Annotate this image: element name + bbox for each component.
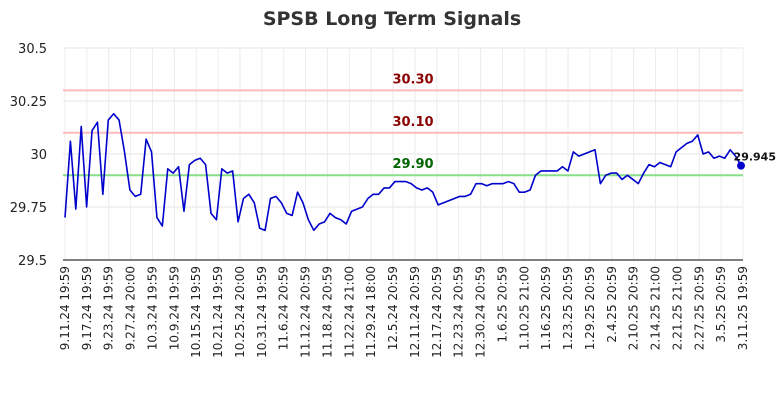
last-point-group: 29.945 [734, 151, 776, 170]
x-tick-label: 12.5.24 20:59 [386, 266, 400, 350]
x-tick-label: 3.11.25 19:59 [736, 266, 750, 350]
y-tick-label: 29.5 [18, 254, 47, 269]
y-tick-label: 30.25 [10, 95, 47, 110]
x-tick-label: 2.14.25 21:00 [649, 266, 663, 350]
x-tick-label: 9.17.24 19:59 [80, 266, 94, 350]
last-point-marker [737, 161, 745, 170]
reference-line-label: 30.30 [392, 72, 433, 87]
x-tick-label: 9.23.24 19:59 [102, 266, 116, 350]
x-tick-label: 11.18.24 20:59 [320, 266, 334, 358]
x-tick-label: 12.23.24 20:59 [452, 266, 466, 358]
x-tick-label: 11.29.24 18:00 [364, 266, 378, 358]
reference-line-label: 29.90 [392, 157, 433, 172]
x-tick-label: 1.16.25 20:59 [539, 266, 553, 350]
series-group [64, 112, 742, 232]
y-tick-labels: 29.5 29.75 30 30.25 30.5 [10, 42, 47, 269]
x-tick-label: 2.27.25 20:59 [692, 266, 706, 350]
x-tick-label: 9.27.24 20:00 [124, 266, 138, 350]
x-tick-label: 2.21.25 21:00 [670, 266, 684, 350]
x-tick-label: 11.6.24 20:59 [277, 266, 291, 350]
x-tick-label: 1.6.25 20:59 [495, 266, 509, 343]
x-tick-label: 10.21.24 19:59 [211, 266, 225, 358]
series-line [64, 112, 742, 232]
x-tick-label: 10.3.24 19:59 [145, 266, 159, 350]
x-tick-label: 3.5.25 20:59 [714, 266, 728, 343]
x-tick-label: 10.15.24 19:59 [189, 266, 203, 358]
x-tick-label: 10.9.24 19:59 [167, 266, 181, 350]
x-tick-label: 11.12.24 20:59 [299, 266, 313, 358]
x-tick-label: 10.31.24 19:59 [255, 266, 269, 358]
last-point-label: 29.945 [734, 151, 776, 164]
y-tick-label: 29.75 [10, 201, 47, 216]
x-tick-label: 12.11.24 20:59 [408, 266, 422, 358]
reference-lines: 30.30 30.10 29.90 [63, 72, 743, 177]
x-tick-labels: 9.11.24 19:59 9.17.24 19:59 9.23.24 19:59 9… [58, 266, 750, 358]
y-tick-label: 30.5 [18, 42, 47, 57]
x-tick-label: 1.23.25 20:59 [561, 266, 575, 350]
x-tick-label: 9.11.24 19:59 [58, 266, 72, 350]
x-tick-label: 11.22.24 21:00 [342, 266, 356, 358]
chart-title: SPSB Long Term Signals [263, 8, 521, 30]
x-tick-label: 12.30.24 20:59 [474, 266, 488, 358]
grid [63, 47, 744, 261]
x-tick-label: 1.29.25 20:59 [583, 266, 597, 350]
x-tick-label: 2.10.25 20:59 [627, 266, 641, 350]
x-tick-label: 2.4.25 20:59 [605, 266, 619, 343]
reference-line-label: 30.10 [392, 115, 433, 130]
y-tick-label: 30 [30, 148, 47, 163]
x-tick-label: 1.10.25 21:00 [517, 266, 531, 350]
x-tick-label: 12.17.24 20:59 [430, 266, 444, 358]
x-tick-label: 10.25.24 20:00 [233, 266, 247, 358]
